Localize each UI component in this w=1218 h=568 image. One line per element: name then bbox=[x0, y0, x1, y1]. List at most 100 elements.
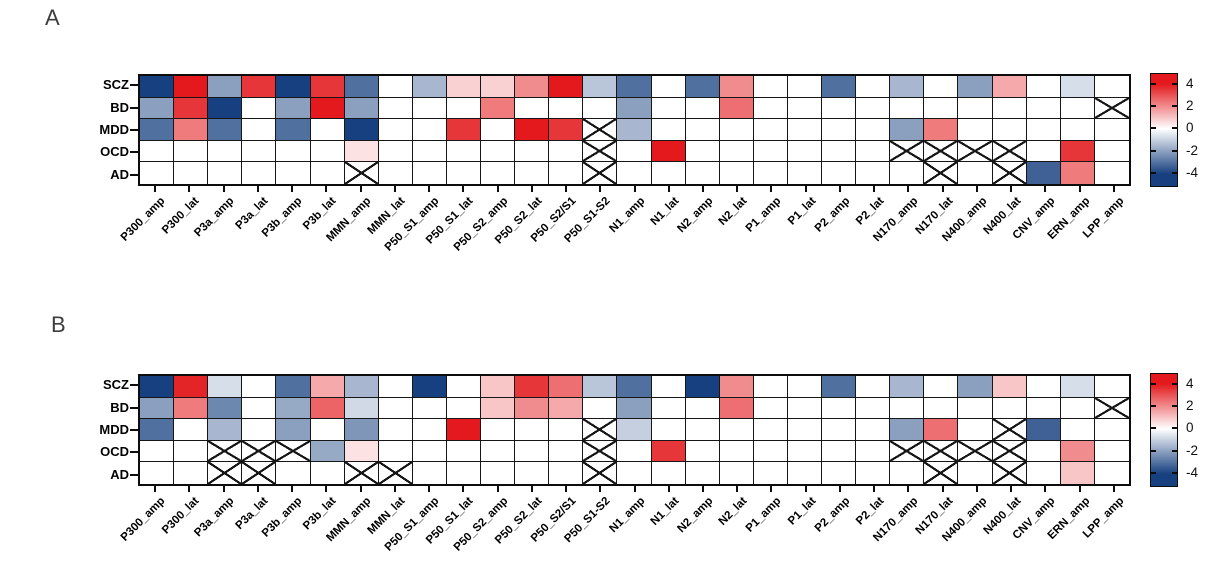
heatmap-cell bbox=[310, 76, 345, 98]
row-label: SCZ bbox=[103, 377, 129, 393]
heatmap-cell bbox=[719, 162, 754, 184]
heatmap-cell bbox=[685, 97, 720, 120]
heatmap-cell bbox=[583, 76, 618, 98]
heatmap-cell-crossed bbox=[344, 462, 379, 484]
heatmap-cell bbox=[753, 97, 788, 120]
heatmap-cell bbox=[310, 462, 345, 484]
heatmap-cell bbox=[174, 119, 209, 141]
panel-a-label: A bbox=[45, 5, 60, 30]
heatmap-cell bbox=[822, 397, 857, 420]
panel-b-label: B bbox=[51, 312, 66, 337]
heatmap-cell bbox=[549, 397, 584, 420]
heatmap-cell bbox=[753, 76, 788, 98]
heatmap-cell bbox=[378, 140, 413, 163]
heatmap-cell bbox=[378, 119, 413, 141]
x-axis-tick bbox=[770, 186, 773, 192]
heatmap-cell bbox=[174, 76, 209, 98]
heatmap-cell bbox=[242, 376, 277, 398]
heatmap-cell bbox=[787, 76, 823, 98]
heatmap-cell bbox=[719, 462, 754, 484]
x-axis-tick bbox=[736, 186, 739, 192]
heatmap-cell bbox=[719, 397, 754, 420]
heatmap-cell bbox=[208, 119, 243, 141]
heatmap-cell bbox=[1026, 376, 1061, 398]
heatmap-cell bbox=[412, 376, 447, 398]
heatmap-cell bbox=[958, 76, 993, 98]
x-axis-tick bbox=[907, 186, 910, 192]
heatmap-cell bbox=[617, 140, 652, 163]
heatmap-cell bbox=[515, 97, 550, 120]
heatmap-cell bbox=[1094, 162, 1129, 184]
heatmap-cell bbox=[412, 440, 447, 463]
heatmap-cell bbox=[890, 119, 925, 141]
heatmap-cell bbox=[344, 440, 379, 463]
heatmap-cell bbox=[481, 162, 516, 184]
heatmap-cell bbox=[208, 376, 243, 398]
heatmap-cell bbox=[856, 376, 891, 398]
heatmap-cell bbox=[378, 376, 413, 398]
heatmap-cell bbox=[276, 140, 311, 163]
heatmap-cell bbox=[992, 397, 1027, 420]
heatmap-cell bbox=[140, 462, 175, 484]
heatmap-cell bbox=[276, 397, 311, 420]
heatmap-cell bbox=[753, 140, 788, 163]
heatmap-cell bbox=[481, 462, 516, 484]
heatmap-cell bbox=[856, 76, 891, 98]
heatmap-cell bbox=[242, 97, 277, 120]
colorbar-tick-left bbox=[1151, 427, 1156, 430]
heatmap-cell bbox=[617, 419, 652, 441]
heatmap-cell bbox=[890, 97, 925, 120]
heatmap-cell bbox=[822, 97, 857, 120]
heatmap-cell-crossed bbox=[583, 419, 618, 441]
x-axis-tick bbox=[393, 186, 396, 192]
heatmap-cell bbox=[719, 76, 754, 98]
heatmap-cell bbox=[753, 162, 788, 184]
heatmap-cell bbox=[208, 397, 243, 420]
colorbar-tick-right bbox=[1172, 449, 1177, 452]
heatmap-cell bbox=[958, 462, 993, 484]
heatmap-cell bbox=[515, 397, 550, 420]
heatmap-cell-crossed bbox=[344, 162, 379, 184]
heatmap-cell bbox=[344, 376, 379, 398]
heatmap-cell bbox=[412, 162, 447, 184]
heatmap-cell bbox=[276, 162, 311, 184]
x-axis-tick bbox=[941, 486, 944, 492]
heatmap-cell bbox=[1026, 440, 1061, 463]
heatmap-cell bbox=[1060, 162, 1095, 184]
heatmap-cell bbox=[412, 140, 447, 163]
row-label: AD bbox=[110, 466, 129, 482]
heatmap-cell bbox=[549, 462, 584, 484]
row-label: BD bbox=[110, 99, 129, 115]
x-axis-tick bbox=[462, 186, 465, 192]
heatmap-cell bbox=[924, 76, 959, 98]
colorbar-tick-label: 0 bbox=[1186, 420, 1194, 436]
heatmap-cell bbox=[1094, 376, 1129, 398]
row-label: SCZ bbox=[103, 77, 129, 93]
heatmap-cell bbox=[276, 376, 311, 398]
heatmap-cell bbox=[617, 397, 652, 420]
heatmap-cell bbox=[1094, 119, 1129, 141]
heatmap-cell bbox=[276, 97, 311, 120]
heatmap-cell bbox=[856, 397, 891, 420]
colorbar-tick-left bbox=[1151, 82, 1156, 85]
colorbar bbox=[1150, 373, 1178, 487]
heatmap-cell bbox=[1026, 419, 1061, 441]
heatmap-cell bbox=[242, 140, 277, 163]
heatmap-cell bbox=[822, 376, 857, 398]
heatmap-cell bbox=[822, 119, 857, 141]
heatmap-cell bbox=[992, 376, 1027, 398]
heatmap-cell bbox=[651, 440, 686, 463]
heatmap-cell-crossed bbox=[242, 462, 277, 484]
heatmap-cell bbox=[1060, 97, 1095, 120]
heatmap-cell bbox=[344, 97, 379, 120]
heatmap-cell bbox=[685, 162, 720, 184]
x-axis-tick bbox=[838, 186, 841, 192]
x-axis-tick bbox=[359, 486, 362, 492]
x-axis-tick bbox=[838, 486, 841, 492]
heatmap-cell bbox=[446, 162, 482, 184]
heatmap-cell bbox=[856, 419, 891, 441]
x-axis-tick bbox=[256, 486, 259, 492]
heatmap-cell bbox=[583, 397, 618, 420]
heatmap-cell bbox=[924, 97, 959, 120]
heatmap-cell bbox=[208, 76, 243, 98]
